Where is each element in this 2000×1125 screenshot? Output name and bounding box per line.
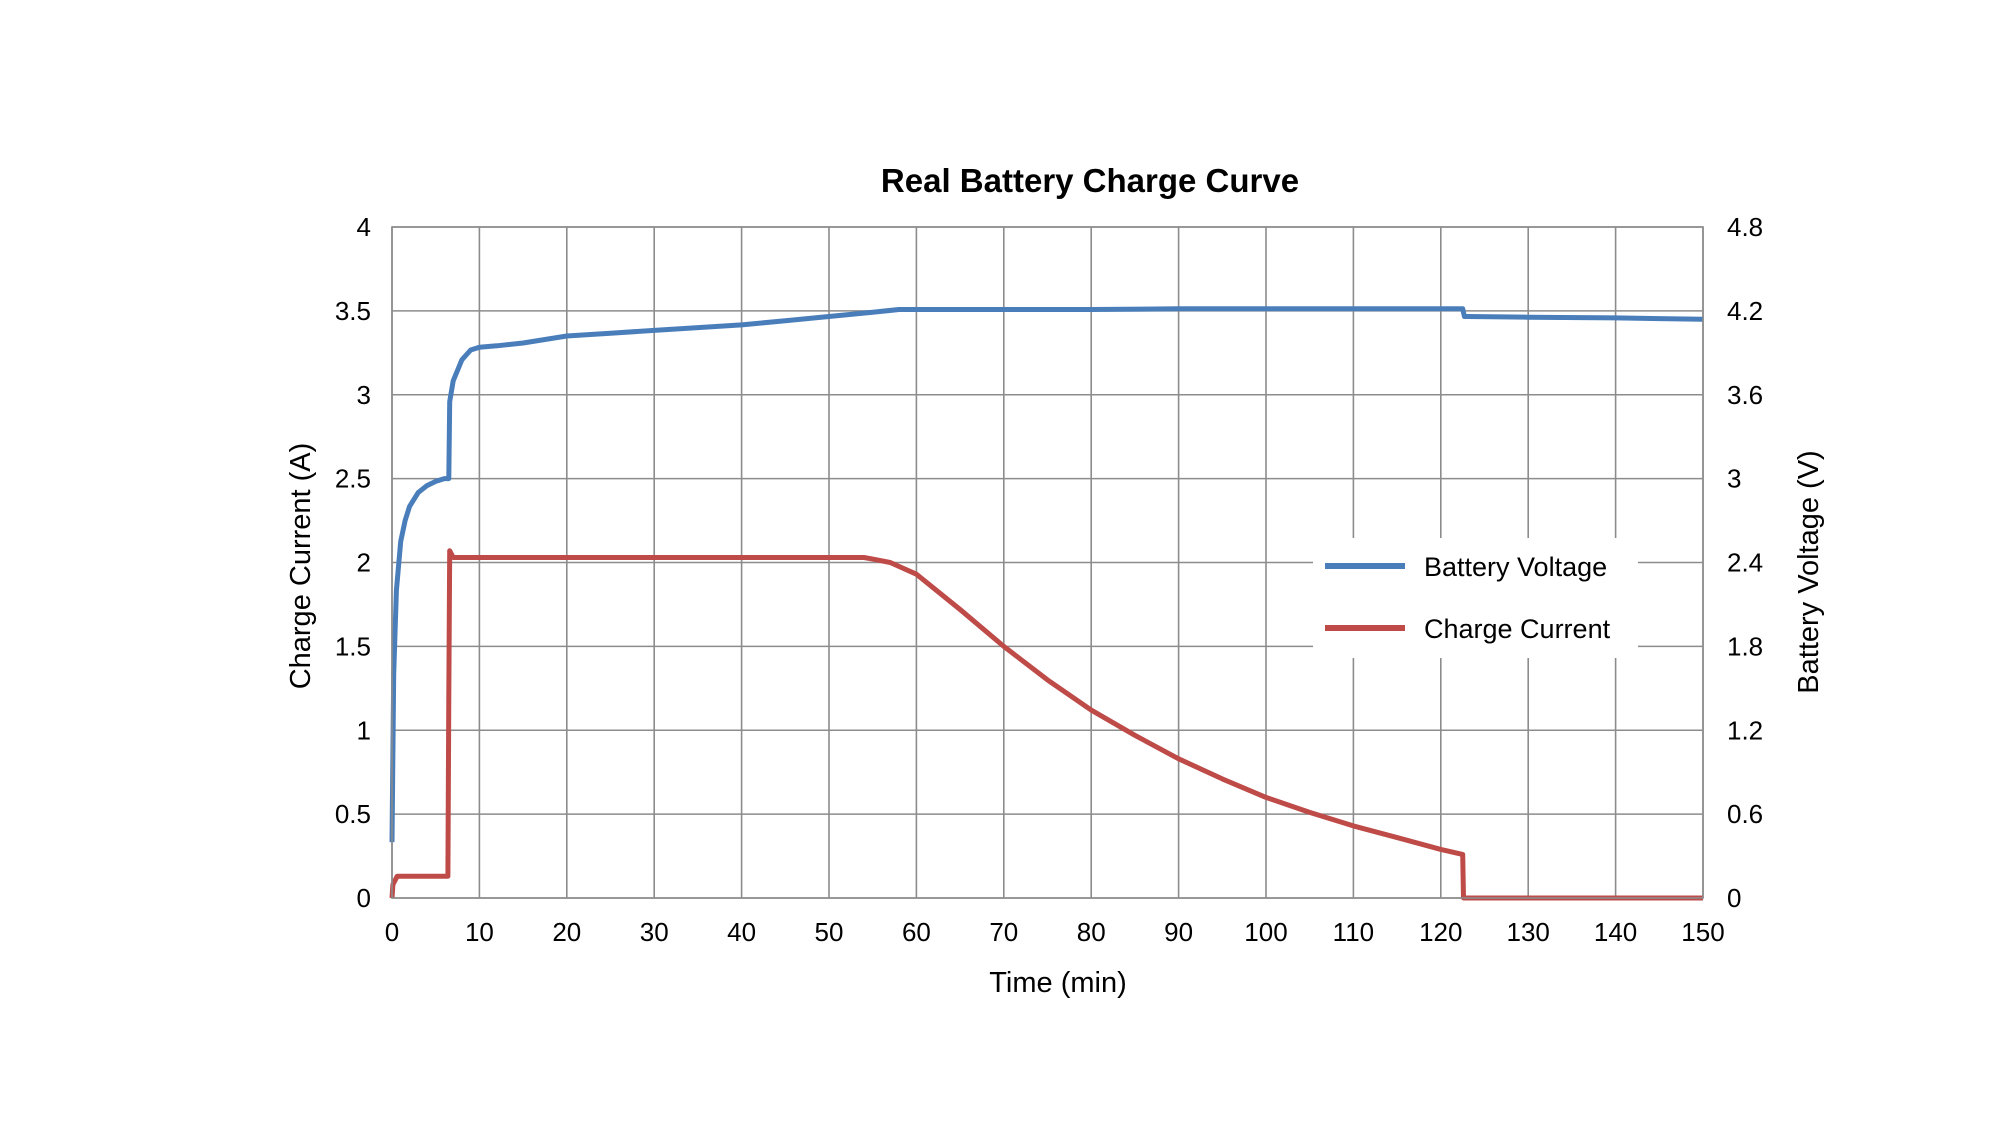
x-tick-label: 10 bbox=[465, 917, 494, 947]
y-tick-label: 2.5 bbox=[335, 464, 371, 494]
x-tick-label: 0 bbox=[385, 917, 399, 947]
x-tick-label: 110 bbox=[1333, 917, 1374, 947]
y2-axis-label: Battery Voltage (V) bbox=[1793, 450, 1825, 693]
legend-background bbox=[1313, 538, 1638, 658]
x-tick-label: 120 bbox=[1419, 917, 1462, 947]
y2-tick-label: 3 bbox=[1727, 464, 1741, 494]
y2-tick-label: 0.6 bbox=[1727, 799, 1763, 829]
legend-label-charge-current: Charge Current bbox=[1424, 614, 1611, 644]
y-axis-label: Charge Current (A) bbox=[285, 443, 317, 690]
x-axis-ticks: 0 10 20 30 40 50 60 70 80 90 100 110 120 130 140 150 bbox=[385, 917, 1725, 947]
x-tick-label: 40 bbox=[727, 917, 756, 947]
x-tick-label: 70 bbox=[989, 917, 1018, 947]
x-tick-label: 150 bbox=[1681, 917, 1724, 947]
y-axis-ticks: 0 0.5 1 1.5 2 2.5 3 3.5 4 bbox=[335, 212, 371, 913]
x-axis-label: Time (min) bbox=[989, 967, 1126, 999]
series-line-battery-voltage bbox=[389, 306, 1704, 843]
y2-tick-label: 0 bbox=[1727, 883, 1741, 913]
x-tick-label: 80 bbox=[1077, 917, 1106, 947]
x-tick-label: 50 bbox=[815, 917, 844, 947]
legend: Battery Voltage Charge Current bbox=[1313, 538, 1638, 658]
x-tick-label: 60 bbox=[902, 917, 931, 947]
y-tick-label: 1.5 bbox=[335, 631, 371, 661]
series-line-charge-current bbox=[389, 548, 1703, 901]
y2-tick-label: 2.4 bbox=[1727, 548, 1763, 578]
x-tick-label: 100 bbox=[1244, 917, 1287, 947]
y-tick-label: 1 bbox=[357, 715, 371, 745]
y-tick-label: 0.5 bbox=[335, 799, 371, 829]
y-tick-label: 3 bbox=[357, 380, 371, 410]
x-tick-label: 30 bbox=[640, 917, 669, 947]
y2-axis-ticks: 0 0.6 1.2 1.8 2.4 3 3.6 4.2 4.8 bbox=[1727, 212, 1763, 913]
x-tick-label: 130 bbox=[1507, 917, 1550, 947]
y-tick-label: 4 bbox=[357, 212, 371, 242]
x-tick-label: 140 bbox=[1594, 917, 1637, 947]
y-tick-label: 2 bbox=[357, 548, 371, 578]
y-tick-label: 3.5 bbox=[335, 296, 371, 326]
y-tick-label: 0 bbox=[357, 883, 371, 913]
y2-tick-label: 4.8 bbox=[1727, 212, 1763, 242]
legend-label-battery-voltage: Battery Voltage bbox=[1424, 552, 1607, 582]
y2-tick-label: 3.6 bbox=[1727, 380, 1763, 410]
y2-tick-label: 1.8 bbox=[1727, 631, 1763, 661]
x-tick-label: 20 bbox=[552, 917, 581, 947]
y2-tick-label: 4.2 bbox=[1727, 296, 1763, 326]
plot-area-border bbox=[391, 226, 1704, 899]
x-tick-label: 90 bbox=[1164, 917, 1193, 947]
chart-title: Real Battery Charge Curve bbox=[881, 162, 1299, 199]
y2-tick-label: 1.2 bbox=[1727, 715, 1763, 745]
series-lines bbox=[389, 306, 1704, 901]
